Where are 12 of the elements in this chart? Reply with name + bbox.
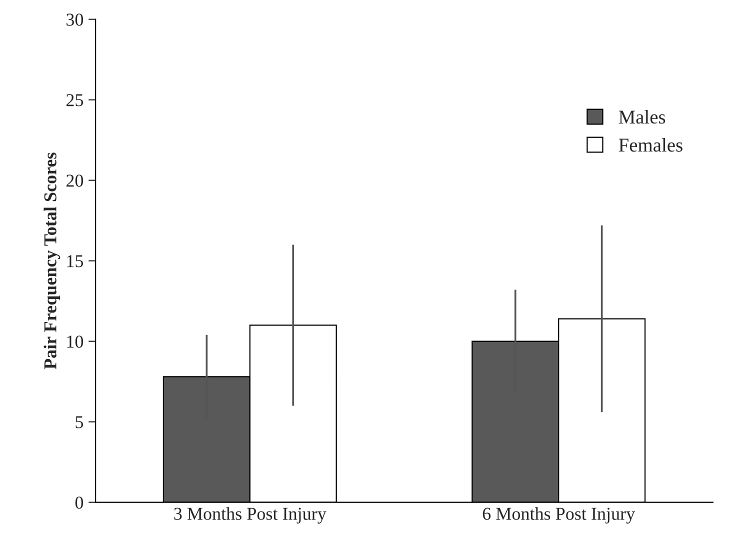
y-tick-label: 10 xyxy=(67,336,84,348)
legend-label: Females xyxy=(618,138,682,152)
y-tick-label: 15 xyxy=(67,255,84,268)
legend-label: Males xyxy=(618,110,666,124)
x-tick-label: 3 Months Post Injury xyxy=(174,507,326,524)
y-tick-label: 5 xyxy=(76,416,84,428)
y-tick-label: 20 xyxy=(66,174,84,187)
x-tick-label: 6 Months Post Injury xyxy=(482,507,636,524)
y-tick-label: 25 xyxy=(66,94,84,106)
y-axis-title: Pair Frequency Total Scores xyxy=(44,152,60,370)
y-tick-label: 0 xyxy=(75,496,84,509)
y-tick-label: 30 xyxy=(66,14,84,26)
